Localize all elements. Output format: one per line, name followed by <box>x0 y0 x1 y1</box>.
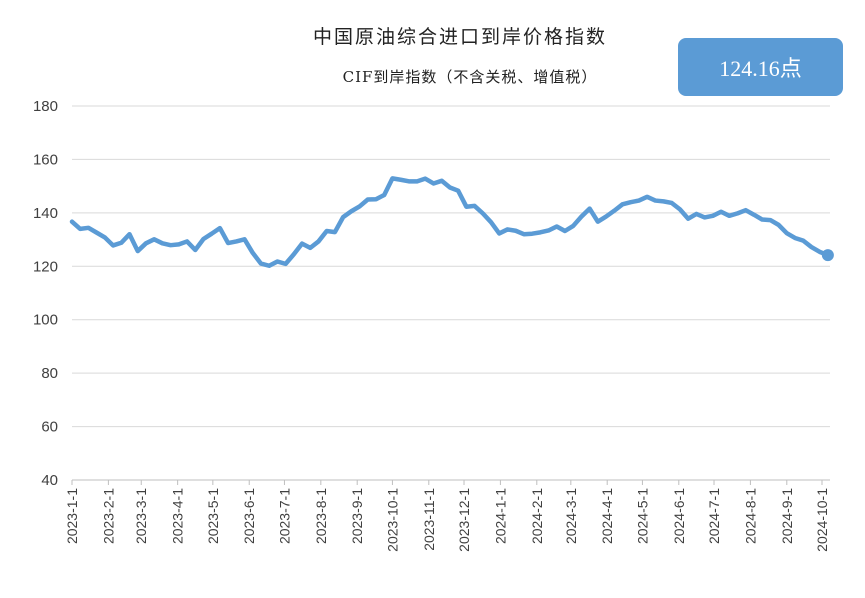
x-tick-label: 2023-7-1 <box>276 488 292 544</box>
x-tick-label: 2023-10-1 <box>384 488 400 552</box>
x-tick-label: 2023-2-1 <box>100 488 116 544</box>
x-tick-label: 2023-3-1 <box>133 488 149 544</box>
x-tick-label: 2024-7-1 <box>706 488 722 544</box>
y-tick-label: 120 <box>33 258 58 275</box>
x-tick-label: 2024-10-1 <box>814 488 830 552</box>
y-tick-label: 180 <box>33 98 58 115</box>
y-tick-label: 160 <box>33 151 58 168</box>
y-tick-label: 40 <box>41 472 58 489</box>
x-tick-label: 2024-9-1 <box>779 488 795 544</box>
y-tick-label: 100 <box>33 312 58 329</box>
x-tick-label: 2024-1-1 <box>492 488 508 544</box>
chart-title: 中国原油综合进口到岸价格指数 <box>312 26 607 48</box>
x-tick-label: 2024-2-1 <box>529 488 545 544</box>
x-tick-label: 2023-8-1 <box>313 488 329 544</box>
y-tick-label: 140 <box>33 205 58 222</box>
series-line <box>69 176 831 269</box>
x-tick-label: 2024-4-1 <box>599 488 615 544</box>
y-tick-label: 60 <box>41 419 58 436</box>
x-tick-label: 2023-11-1 <box>421 488 437 551</box>
y-tick-label: 80 <box>41 365 58 382</box>
latest-value-badge: 124.16点 <box>678 38 843 96</box>
x-tick-label: 2023-5-1 <box>205 488 221 544</box>
chart-subtitle: CIF到岸指数（不含关税、增值税） <box>342 68 598 86</box>
x-tick-label: 2023-9-1 <box>349 488 365 544</box>
x-tick-label: 2023-12-1 <box>456 488 472 552</box>
x-tick-label: 2024-8-1 <box>742 488 758 544</box>
x-tick-label: 2023-1-1 <box>64 488 80 544</box>
x-tick-label: 2023-4-1 <box>170 488 186 544</box>
x-tick-label: 2024-5-1 <box>634 488 650 544</box>
x-tick-label: 2024-3-1 <box>563 488 579 544</box>
x-tick-label: 2024-6-1 <box>671 488 687 544</box>
x-tick-label: 2023-6-1 <box>241 488 257 544</box>
last-data-point-marker <box>821 249 834 262</box>
